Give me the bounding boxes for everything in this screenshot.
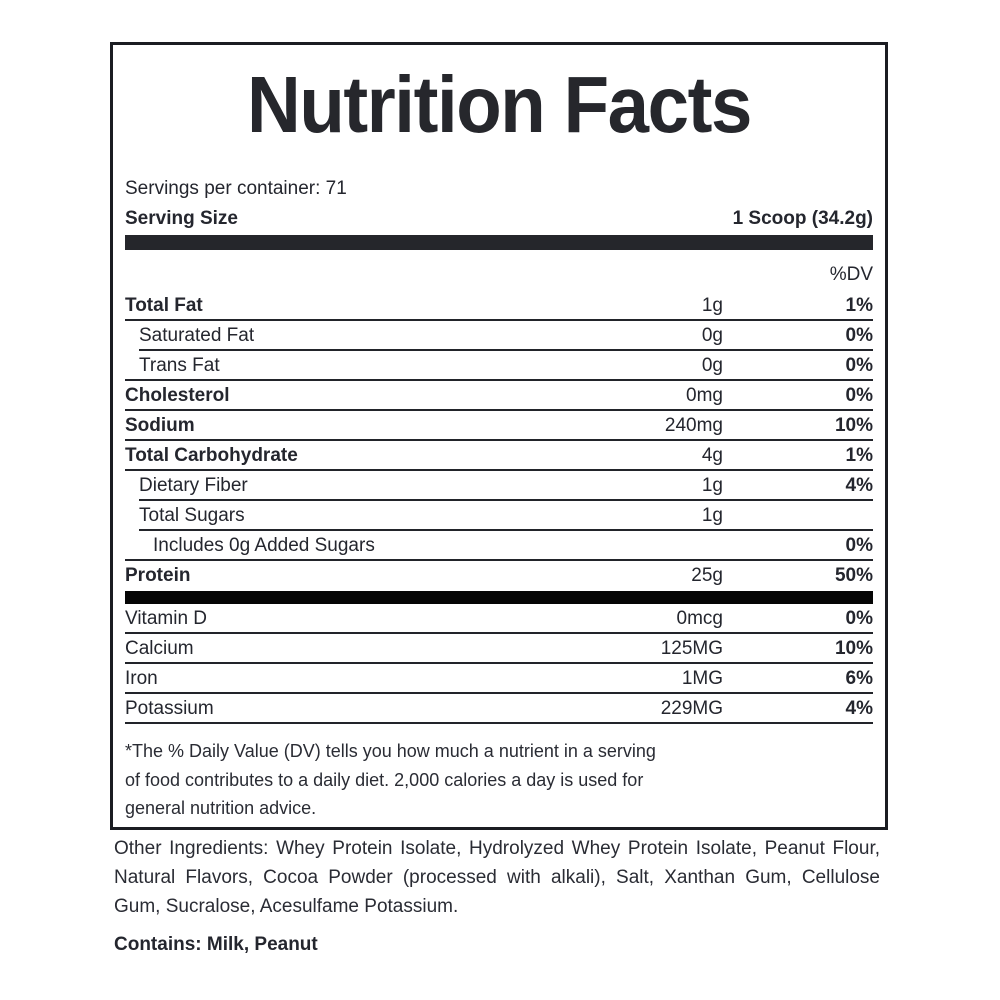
- serving-size-row: Serving Size 1 Scoop (34.2g): [125, 206, 873, 232]
- nutrient-name: Potassium: [125, 698, 214, 719]
- nutrient-amount: 1g: [701, 295, 723, 316]
- serving-size-label: Serving Size: [125, 208, 238, 229]
- nutrient-name: Calcium: [125, 638, 194, 659]
- nutrient-row-trans-fat: Trans Fat 0g 0%: [125, 351, 873, 381]
- nutrient-name: Vitamin D: [125, 608, 208, 629]
- nutrient-row-cholesterol: Cholesterol 0mg 0%: [125, 381, 873, 411]
- nutrient-amount: 229MG: [660, 698, 723, 719]
- nutrient-name: Trans Fat: [139, 355, 220, 376]
- thick-divider-top: [125, 235, 873, 250]
- nutrient-amount: 25g: [691, 565, 723, 586]
- nutrient-dv: 0%: [845, 325, 873, 346]
- nutrient-dv: 4%: [845, 698, 873, 719]
- nutrient-name: Dietary Fiber: [139, 475, 248, 496]
- nutrition-facts-panel: Nutrition Facts Servings per container: …: [110, 42, 888, 830]
- nutrient-dv: 0%: [845, 355, 873, 376]
- nutrient-amount: 240mg: [664, 415, 723, 436]
- nutrient-amount: 1g: [701, 505, 723, 526]
- nutrient-dv: 6%: [845, 668, 873, 689]
- daily-value-footnote: *The % Daily Value (DV) tells you how mu…: [125, 741, 656, 818]
- nutrient-dv: 4%: [845, 475, 873, 496]
- nutrient-amount: 1MG: [681, 668, 723, 689]
- nutrient-name: Iron: [125, 668, 158, 689]
- nutrient-dv: 0%: [845, 385, 873, 406]
- nutrient-dv: 50%: [834, 565, 873, 586]
- nutrient-amount: 0mcg: [676, 608, 723, 629]
- nutrient-dv: 10%: [834, 415, 873, 436]
- nutrient-name: Includes 0g Added Sugars: [153, 535, 375, 556]
- nutrient-amount: 4g: [701, 445, 723, 466]
- nutrient-name: Total Sugars: [139, 505, 245, 526]
- nutrient-row-total-sugars: Total Sugars 1g: [125, 501, 873, 531]
- servings-per-container: Servings per container: 71: [125, 178, 347, 199]
- nutrient-amount: 0g: [701, 325, 723, 346]
- nutrient-name: Sodium: [125, 415, 195, 436]
- micronutrient-row-iron: Iron 1MG 6%: [125, 664, 873, 694]
- nutrient-name: Total Carbohydrate: [125, 445, 298, 466]
- micronutrient-row-potassium: Potassium 229MG 4%: [125, 694, 873, 724]
- nutrient-amount: 125MG: [660, 638, 723, 659]
- nutrient-dv: 0%: [845, 535, 873, 556]
- nutrient-name: Protein: [125, 565, 191, 586]
- daily-value-header: %DV: [125, 259, 873, 291]
- nutrient-dv: 10%: [834, 638, 873, 659]
- panel-title: Nutrition Facts: [246, 60, 752, 149]
- nutrient-row-added-sugars: Includes 0g Added Sugars 0%: [125, 531, 873, 561]
- allergen-statement: Contains: Milk, Peanut: [114, 934, 318, 955]
- nutrient-amount: 0mg: [686, 385, 723, 406]
- nutrient-row-total-carbohydrate: Total Carbohydrate 4g 1%: [125, 441, 873, 471]
- nutrient-name: Cholesterol: [125, 385, 230, 406]
- other-ingredients: Other Ingredients: Whey Protein Isolate,…: [114, 838, 880, 917]
- nutrient-amount: 0g: [701, 355, 723, 376]
- thick-divider-middle: [125, 591, 873, 604]
- daily-value-header-label: %DV: [829, 264, 873, 285]
- micronutrient-row-vitamin-d: Vitamin D 0mcg 0%: [125, 604, 873, 634]
- nutrient-row-dietary-fiber: Dietary Fiber 1g 4%: [125, 471, 873, 501]
- nutrient-name: Saturated Fat: [139, 325, 255, 346]
- nutrient-row-protein: Protein 25g 50%: [125, 561, 873, 591]
- nutrient-dv: 0%: [845, 608, 873, 629]
- nutrient-amount: 1g: [701, 475, 723, 496]
- nutrient-row-sodium: Sodium 240mg 10%: [125, 411, 873, 441]
- nutrient-row-total-fat: Total Fat 1g 1%: [125, 291, 873, 321]
- nutrient-name: Total Fat: [125, 295, 203, 316]
- serving-size-value: 1 Scoop (34.2g): [732, 208, 873, 229]
- nutrient-row-saturated-fat: Saturated Fat 0g 0%: [125, 321, 873, 351]
- nutrient-dv: 1%: [845, 295, 873, 316]
- nutrient-dv: 1%: [845, 445, 873, 466]
- micronutrient-row-calcium: Calcium 125MG 10%: [125, 634, 873, 664]
